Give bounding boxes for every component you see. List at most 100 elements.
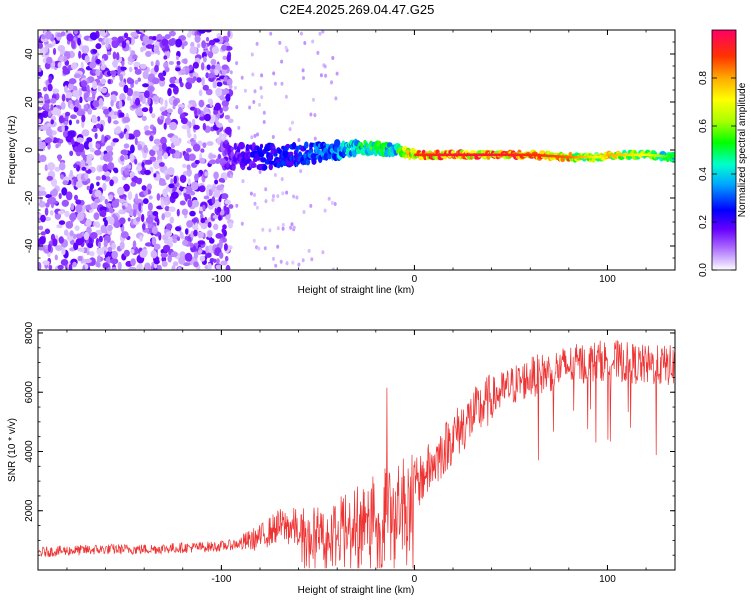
spectrogram-noise-blob [82,265,86,270]
spectrogram-ridge-cell [311,158,317,165]
spectrogram-noise-blob [189,46,198,55]
spectrogram-noise-blob [197,43,201,48]
spectrogram-noise-blob [276,194,280,199]
spectrogram-noise-blob [184,252,193,262]
spectrogram-noise-blob [200,62,205,71]
spectrogram-noise-blob [120,155,125,162]
spectrogram-noise-blob [88,141,93,149]
colorbar-tick-label: 0.6 [698,119,709,133]
spectrogram-ridge-cell [261,164,268,171]
spectrogram-noise-blob [110,141,116,147]
spectrogram-ridge-core [462,153,465,157]
spectrogram-noise-blob [50,104,54,111]
spectrogram-noise-blob [223,76,228,82]
spectrogram-noise-blob [75,204,83,213]
spectrogram-noise-blob [61,124,65,133]
spectrogram-noise-blob [140,46,144,53]
spectrogram-noise-blob [206,188,210,197]
spectrogram-noise-blob [57,62,62,69]
spectrogram-noise-blob [161,256,167,263]
colorbar: 0.0 0.2 0.4 0.6 0.8 Normalized spectral ampl… [698,29,748,277]
spectrogram-noise-blob [251,72,255,77]
spectrogram-noise-blob [93,221,97,227]
spectrogram-noise-blob [62,68,71,75]
spectrogram-noise-blob [173,139,181,147]
spectrogram-noise-blob [205,88,213,96]
spectrogram-noise-blob [132,240,137,250]
spectrogram-noise-blob [240,221,244,226]
spectrogram-noise-blob [112,138,119,143]
spectrogram-noise-blob [202,142,207,149]
spectrogram-noise-blob [168,148,176,154]
spectrogram-ridge-cell [305,158,311,166]
spectrogram-noise-blob [58,162,66,171]
spectrogram-noise-blob [100,224,107,234]
spectrogram-noise-blob [50,178,58,187]
spectrogram-ridge-core [520,153,523,157]
x-tick-label: 0 [412,274,418,285]
spectrogram-ridge-cell [226,162,230,168]
spectrogram-noise-blob [319,73,323,78]
spectrogram-ridge-core [590,155,593,159]
spectrogram-noise-blob [228,204,234,209]
spectrogram-noise-blob [215,258,220,264]
spectrogram-noise-blob [130,248,135,254]
spectrogram-ridge-core [646,153,649,157]
spectrogram-ridge-core [636,153,639,157]
spectrogram-noise-blob [58,193,62,200]
spectrogram-noise-blob [301,258,305,263]
spectrogram-noise-blob [208,204,214,210]
spectrogram-noise-blob [68,78,77,85]
spectrogram-ridge-core [507,153,510,157]
spectrogram-noise-blob [133,61,141,68]
spectrogram-noise-blob [65,111,71,117]
spectrogram-ridge-core [460,153,463,157]
spectrogram-noise-blob [87,242,94,249]
spectrogram-noise-blob [134,137,138,146]
spectrogram-noise-blob [144,169,151,175]
spectrogram-noise-blob [135,193,138,203]
spectrogram-noise-blob [89,232,98,239]
spectrogram-noise-blob [164,66,170,73]
spectrogram-ridge-core [437,153,440,157]
spectrogram-noise-blob [307,248,311,253]
spectrogram-ridge-core [655,154,658,157]
spectrogram-noise-blob [199,255,206,262]
spectrogram-noise-blob [74,194,78,201]
spectrogram-noise-blob [170,251,178,258]
spectrogram-noise-blob [212,80,218,89]
colorbar-tick-label: 0.8 [698,71,709,85]
spectrogram-ridge-core [482,153,485,157]
spectrogram-noise-blob [61,247,66,256]
spectrogram-noise-blob [38,66,42,73]
spectrogram-noise-blob [107,79,112,85]
spectrogram-noise-blob [260,73,264,78]
spectrogram-ridge-core [624,153,627,157]
spectrogram-noise-blob [128,266,137,270]
spectrogram-noise-blob [97,241,101,248]
spectrogram-noise-blob [152,126,157,135]
spectrogram-xlabel: Height of straight line (km) [298,285,415,296]
spectrogram-noise-blob [225,93,231,102]
spectrogram-noise-blob [48,196,56,204]
spectrogram-ridge-core [574,155,577,159]
spectrogram-noise-blob [216,81,223,87]
spectrogram-noise-blob [160,136,167,145]
spectrogram-noise-blob [72,90,80,98]
spectrogram-noise-blob [292,225,296,230]
spectrogram-noise-blob [192,76,197,82]
spectrogram-noise-blob [145,216,154,224]
spectrogram-noise-blob [206,64,211,70]
colorbar-ticks: 0.0 0.2 0.4 0.6 0.8 [698,71,736,277]
spectrogram-noise-blob [249,191,253,196]
spectrogram-ridge-core [485,153,488,157]
spectrogram-noise-blob [176,236,180,241]
spectrogram-noise-blob [141,115,147,122]
spectrogram-noise-blob [118,198,126,204]
spectrogram-noise-blob [144,130,152,136]
spectrogram-noise-blob [103,153,111,162]
spectrogram-ridge-core [553,154,556,158]
spectrogram-noise-blob [203,56,207,63]
spectrogram-noise-blob [291,120,294,125]
spectrogram-noise-blob [147,210,152,216]
